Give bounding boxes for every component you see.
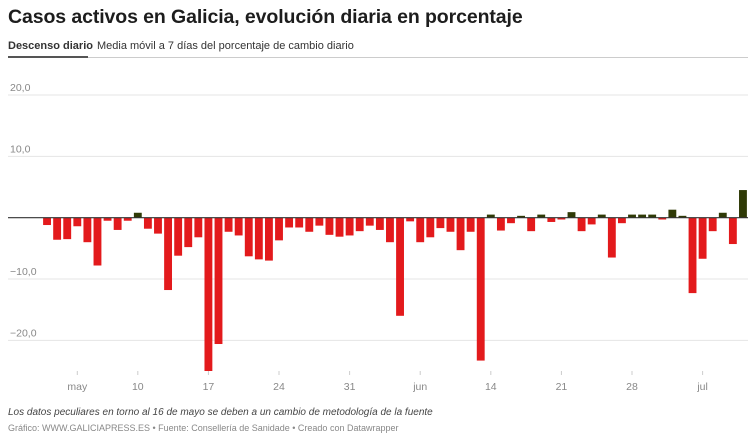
chart-note: Los datos peculiares en torno al 16 de m… (8, 407, 433, 418)
bar (194, 217, 203, 238)
bar-chart: 20,0 10,0 −10,0 −20,0 may 10 17 24 31 jun 14 21 28 j… (8, 82, 748, 393)
bar (426, 217, 435, 238)
bar (43, 217, 51, 226)
bar (285, 217, 294, 228)
bar (113, 217, 122, 230)
bar (355, 217, 364, 232)
bar (345, 217, 354, 236)
bar (567, 212, 576, 218)
bar (698, 217, 707, 259)
bar (436, 217, 445, 229)
bar (466, 217, 475, 232)
bar (668, 209, 677, 218)
bar (638, 214, 647, 218)
bar (275, 217, 283, 241)
tab-descenso-diario[interactable]: Descenso diario (8, 40, 93, 52)
bars (43, 190, 747, 371)
chart-title: Casos activos en Galicia, evolución diar… (8, 6, 523, 28)
bar (658, 217, 667, 220)
x-tick-label: 31 (344, 381, 356, 393)
bar (587, 217, 596, 225)
bar (184, 217, 193, 248)
x-tick-label: may (67, 381, 88, 393)
bar (537, 214, 546, 218)
bar (244, 217, 253, 257)
bar (295, 217, 304, 228)
bar (718, 212, 727, 218)
bar (143, 217, 152, 229)
bar (406, 217, 415, 222)
bar (214, 217, 223, 345)
bar (224, 217, 233, 232)
x-axis-labels: may 10 17 24 31 jun 14 21 28 jul (67, 371, 708, 393)
bar (708, 217, 717, 232)
bar (739, 190, 747, 218)
bar (507, 217, 515, 224)
tab-media-movil[interactable]: Media móvil a 7 días del porcentaje de c… (97, 40, 354, 52)
bar (386, 217, 394, 243)
bar (597, 214, 606, 218)
x-tick-label: 10 (132, 381, 144, 393)
bar (728, 217, 737, 245)
bar (496, 217, 505, 231)
bar (547, 217, 556, 222)
bar (617, 217, 626, 224)
bar (476, 217, 485, 361)
bar (648, 214, 657, 218)
bar (53, 217, 62, 240)
y-tick-label: 10,0 (10, 143, 31, 155)
x-tick-label: 28 (626, 381, 638, 393)
bar (517, 215, 526, 218)
bar (164, 217, 173, 291)
bar (133, 212, 142, 218)
y-tick-label: −10,0 (10, 266, 37, 278)
bar (315, 217, 324, 226)
bar (396, 217, 404, 316)
bar (103, 217, 112, 221)
bar (325, 217, 334, 235)
bar (73, 217, 82, 227)
y-axis-labels: 20,0 10,0 −10,0 −20,0 (10, 82, 37, 339)
bar (678, 215, 687, 218)
bar (446, 217, 455, 232)
bar (305, 217, 314, 232)
bar (335, 217, 344, 237)
x-tick-label: 17 (203, 381, 215, 393)
bar (688, 217, 697, 294)
bar (93, 217, 102, 266)
gridlines (8, 94, 748, 341)
bar (204, 217, 213, 371)
bar (234, 217, 243, 236)
x-tick-label: jun (412, 381, 427, 393)
chart-tabs: Descenso diario Media móvil a 7 días del… (8, 36, 748, 58)
bar (63, 217, 72, 240)
bar (416, 217, 425, 243)
bar (254, 217, 263, 260)
bar (557, 217, 566, 220)
bar (375, 217, 384, 230)
bar (607, 217, 616, 258)
y-tick-label: 20,0 (10, 82, 31, 94)
bar (527, 217, 536, 232)
bar (83, 217, 92, 243)
tab-divider (8, 57, 748, 58)
chart-credit: Gráfico: WWW.GALICIAPRESS.ES • Fuente: C… (8, 423, 399, 433)
x-tick-label: jul (696, 381, 708, 393)
bar (628, 214, 636, 218)
y-tick-label: −20,0 (10, 327, 37, 339)
x-tick-label: 24 (273, 381, 285, 393)
x-tick-label: 21 (556, 381, 568, 393)
bar (456, 217, 465, 251)
bar (264, 217, 273, 261)
bar (486, 214, 495, 218)
x-tick-label: 14 (485, 381, 497, 393)
active-tab-indicator (8, 56, 88, 58)
bar (123, 217, 132, 221)
bar (365, 217, 374, 226)
bar (174, 217, 183, 256)
bar (577, 217, 586, 232)
bar (154, 217, 162, 234)
